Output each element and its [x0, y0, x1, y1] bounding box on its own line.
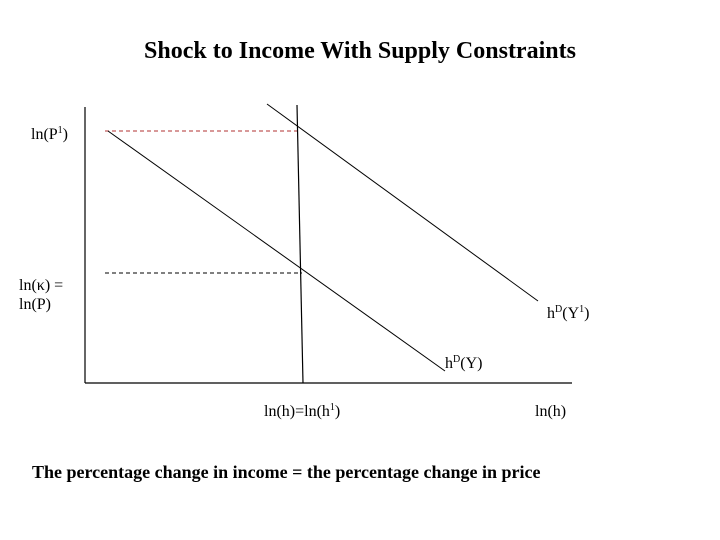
supply-line	[296, 104, 304, 384]
x-axis-label: ln(h)	[535, 403, 567, 420]
diagram-title: Shock to Income With Supply Constraints	[144, 38, 576, 64]
caption: The percentage change in income = the pe…	[32, 462, 541, 482]
hdy-curve-label: hD(Y)	[445, 354, 483, 373]
hdy1-curve-label: hD(Y1)	[547, 304, 590, 323]
demand-curve-y1	[266, 103, 539, 302]
h-equal-label: ln(h)=ln(h1)	[264, 402, 341, 421]
p1-axis-label: ln(P1)	[31, 125, 68, 144]
demand-curve-y	[107, 130, 446, 372]
kappa-axis-label: ln(κ) = ln(P)	[19, 277, 64, 313]
